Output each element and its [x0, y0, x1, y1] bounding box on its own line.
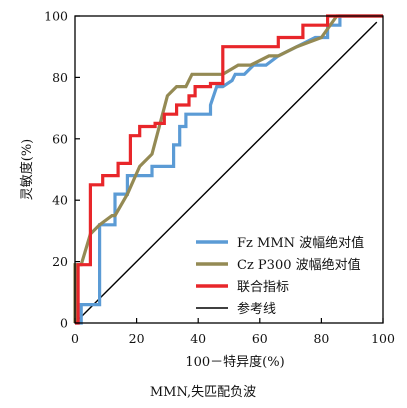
- figure-caption: MMN,失匹配负波: [150, 385, 256, 400]
- series-line-1: [73, 14, 383, 323]
- y-tick-label: 40: [52, 193, 68, 208]
- plot-frame: [74, 15, 384, 324]
- series-line-3: [74, 21, 378, 324]
- x-tick-label: 0: [71, 331, 79, 346]
- legend-label-3: 参考线: [237, 301, 276, 317]
- y-tick-label: 20: [52, 254, 68, 269]
- legend-label-0: Fz MMN 波幅绝对值: [237, 235, 364, 251]
- x-tick-label: 20: [129, 331, 145, 346]
- series-layer: [73, 14, 383, 325]
- series-line-2: [75, 14, 383, 325]
- y-tick-label: 100: [44, 9, 68, 24]
- y-tick-label: 80: [52, 70, 68, 85]
- x-tick-label: 60: [252, 331, 268, 346]
- y-axis-label: 灵敏度(%): [19, 139, 35, 201]
- x-tick-label: 100: [371, 331, 395, 346]
- y-tick-label: 60: [52, 131, 68, 146]
- legend-label-2: 联合指标: [237, 280, 289, 295]
- ticks-layer: 0 20 40 60 80 100 0 20 40 60 80 100: [44, 9, 395, 347]
- legend-label-1: Cz P300 波幅绝对值: [237, 257, 361, 273]
- y-tick-label: 0: [60, 316, 68, 331]
- x-axis-label: 100－特异度(%): [185, 354, 284, 370]
- x-tick-label: 80: [313, 331, 329, 346]
- x-tick-label: 40: [190, 331, 206, 346]
